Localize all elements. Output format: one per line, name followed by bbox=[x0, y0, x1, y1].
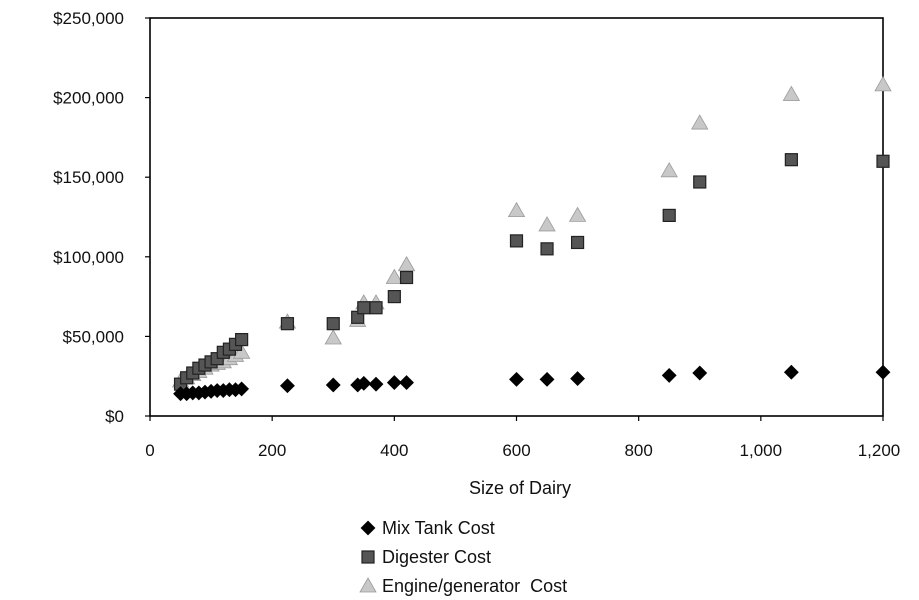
square-point bbox=[280, 317, 295, 331]
triangle-point bbox=[691, 114, 709, 130]
triangle-point bbox=[507, 201, 526, 218]
diamond-point bbox=[325, 377, 341, 393]
y-tick-label: $50,000 bbox=[63, 327, 124, 346]
x-axis-title: Size of Dairy bbox=[469, 478, 571, 498]
square-point bbox=[369, 301, 383, 315]
square-point bbox=[326, 317, 340, 331]
x-tick-label: 800 bbox=[624, 441, 652, 460]
triangle-point bbox=[324, 329, 342, 345]
triangle-point bbox=[385, 268, 404, 284]
triangle-point bbox=[782, 85, 801, 101]
y-axis: $0 $50,000 $100,000 $150,000 $200,000 $250,00… bbox=[53, 9, 150, 426]
x-tick-label: 1,200 bbox=[858, 441, 901, 460]
y-tick-label: $250,000 bbox=[53, 9, 124, 28]
y-tick-label: $0 bbox=[105, 407, 124, 426]
legend-marker-diamond bbox=[360, 520, 376, 536]
legend-marker-square bbox=[361, 550, 375, 564]
square-point bbox=[662, 208, 676, 223]
diamond-point bbox=[692, 365, 708, 381]
square-point bbox=[540, 242, 554, 256]
x-tick-label: 200 bbox=[258, 441, 286, 460]
square-point bbox=[357, 301, 371, 315]
diamond-point bbox=[509, 371, 524, 387]
square-point bbox=[509, 234, 524, 248]
diamond-point bbox=[386, 375, 402, 390]
square-point bbox=[784, 153, 798, 167]
triangle-point bbox=[660, 162, 678, 178]
series-0 bbox=[173, 364, 891, 402]
legend-label: Mix Tank Cost bbox=[382, 518, 495, 538]
square-point bbox=[570, 235, 585, 250]
legend: Mix Tank Cost Digester Cost Engine/generat… bbox=[359, 518, 567, 596]
diamond-point bbox=[368, 376, 384, 392]
square-point bbox=[399, 270, 414, 285]
series-1 bbox=[173, 153, 890, 391]
triangle-point bbox=[538, 216, 556, 232]
y-tick-label: $100,000 bbox=[53, 248, 124, 267]
y-tick-label: $150,000 bbox=[53, 168, 124, 187]
diamond-point bbox=[539, 371, 555, 387]
square-point bbox=[693, 175, 707, 189]
diamond-point bbox=[661, 367, 677, 383]
data-points bbox=[171, 76, 892, 402]
x-tick-label: 600 bbox=[502, 441, 530, 460]
x-axis: 0 200 400 600 800 1,000 1,200 bbox=[145, 416, 900, 460]
diamond-point bbox=[570, 371, 586, 387]
series-2 bbox=[171, 76, 892, 388]
diamond-point bbox=[280, 378, 295, 394]
diamond-point bbox=[875, 364, 891, 380]
square-point bbox=[235, 332, 249, 347]
legend-label: Digester Cost bbox=[382, 547, 491, 567]
triangle-point bbox=[568, 206, 587, 222]
y-tick-label: $200,000 bbox=[53, 89, 124, 108]
triangle-point bbox=[874, 76, 892, 92]
legend-label: Engine/generator Cost bbox=[382, 576, 567, 596]
diamond-point bbox=[356, 375, 372, 391]
square-point bbox=[387, 290, 401, 304]
x-tick-label: 0 bbox=[145, 441, 154, 460]
legend-marker-triangle bbox=[359, 577, 377, 593]
diamond-point bbox=[399, 375, 414, 390]
x-tick-label: 1,000 bbox=[740, 441, 783, 460]
diamond-point bbox=[234, 381, 250, 397]
triangle-point bbox=[397, 255, 416, 272]
triangle-point bbox=[232, 343, 251, 359]
square-point bbox=[876, 154, 890, 168]
x-tick-label: 400 bbox=[380, 441, 408, 460]
diamond-point bbox=[783, 364, 799, 380]
